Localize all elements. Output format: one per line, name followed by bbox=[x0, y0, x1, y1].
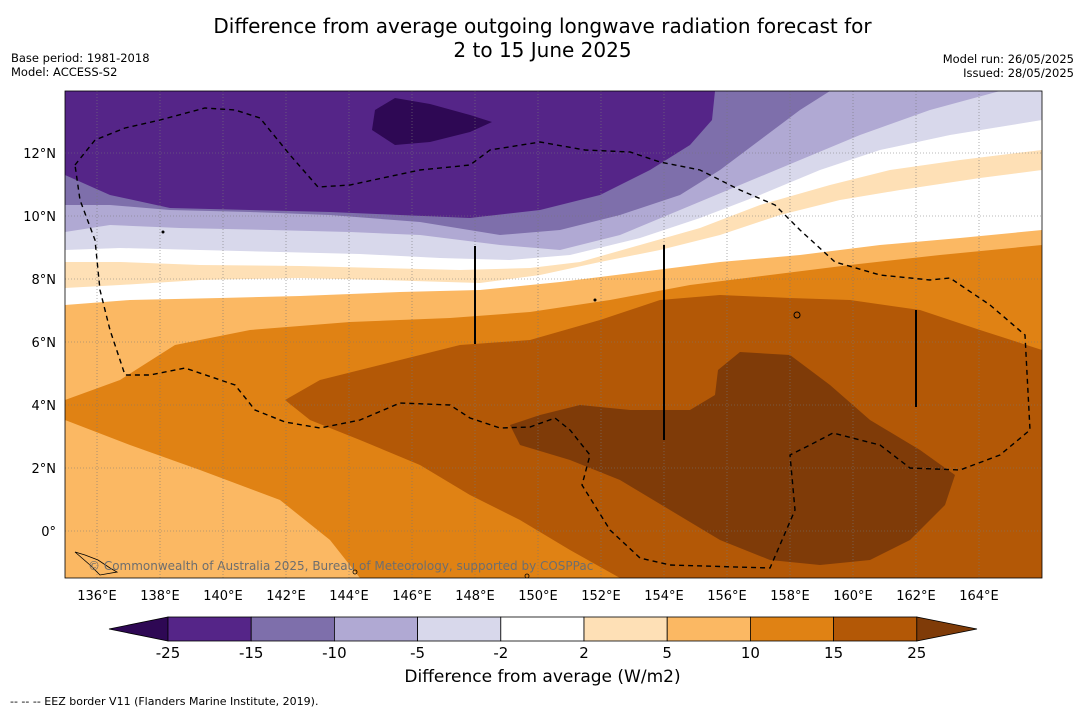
lon-tick-label: 154°E bbox=[644, 589, 684, 604]
colorbar-tick: -25 bbox=[156, 644, 181, 662]
colorbar-segment bbox=[666, 616, 751, 642]
longitude-labels: 136°E 138°E 140°E 142°E 144°E 146°E 148°E 150°E… bbox=[77, 589, 999, 604]
lon-tick-label: 146°E bbox=[392, 589, 432, 604]
colorbar-tick: 15 bbox=[824, 644, 843, 662]
coastline-dots bbox=[74, 230, 801, 578]
lon-tick-label: 144°E bbox=[329, 589, 369, 604]
colorbar-segment bbox=[167, 616, 252, 642]
lon-tick-label: 142°E bbox=[266, 589, 306, 604]
copyright-text: © Commonwealth of Australia 2025, Bureau… bbox=[88, 559, 593, 573]
lon-tick-label: 156°E bbox=[707, 589, 747, 604]
colorbar-tick: 10 bbox=[741, 644, 760, 662]
colorbar-segment bbox=[583, 616, 668, 642]
colorbar-tick: 2 bbox=[579, 644, 589, 662]
colorbar-segment bbox=[500, 616, 585, 642]
colorbar-segment bbox=[833, 616, 918, 642]
colorbar-tick: 5 bbox=[662, 644, 672, 662]
lon-tick-label: 136°E bbox=[77, 589, 117, 604]
lon-tick-label: 138°E bbox=[140, 589, 180, 604]
eez-borders bbox=[74, 107, 1031, 569]
lon-tick-label: 150°E bbox=[518, 589, 558, 604]
lon-tick-label: 148°E bbox=[455, 589, 495, 604]
grid-lines bbox=[65, 91, 1042, 578]
lon-tick-label: 152°E bbox=[581, 589, 621, 604]
colorbar-tick: -2 bbox=[493, 644, 508, 662]
island-markers bbox=[474, 245, 917, 440]
meta-right: Model run: 26/05/2025 Issued: 28/05/2025 bbox=[943, 52, 1074, 80]
eez-footnote: -- -- -- EEZ border V11 (Flanders Marine… bbox=[10, 695, 319, 708]
lat-tick-label: 10°N bbox=[23, 210, 56, 225]
lon-tick-label: 158°E bbox=[770, 589, 810, 604]
lon-tick-label: 140°E bbox=[203, 589, 243, 604]
colorbar-tick-labels: -25 -15 -10 -5 -2 2 5 10 15 25 bbox=[156, 644, 927, 662]
colorbar-tick: -15 bbox=[239, 644, 264, 662]
colorbar-segment bbox=[333, 616, 418, 642]
colorbar-segment bbox=[417, 616, 502, 642]
colorbar-low-extend bbox=[108, 616, 169, 642]
colorbar-segment bbox=[250, 616, 335, 642]
colorbar-title: Difference from average (W/m2) bbox=[404, 667, 681, 687]
latitude-labels: 12°N 10°N 8°N 6°N 4°N 2°N 0° bbox=[23, 147, 56, 540]
colorbar-high-extend bbox=[916, 616, 978, 642]
map-title: Difference from average outgoing longwav… bbox=[0, 14, 1085, 62]
colorbar-tick: -5 bbox=[410, 644, 425, 662]
lon-tick-label: 164°E bbox=[959, 589, 999, 604]
lat-tick-label: 6°N bbox=[32, 336, 57, 351]
colorbar-tick: -10 bbox=[322, 644, 347, 662]
title-line-1: Difference from average outgoing longwav… bbox=[213, 14, 872, 38]
issued-date: Issued: 28/05/2025 bbox=[963, 66, 1074, 80]
colorbar-tick: 25 bbox=[907, 644, 926, 662]
model-run: Model run: 26/05/2025 bbox=[942, 52, 1074, 66]
lon-tick-label: 160°E bbox=[833, 589, 873, 604]
lat-tick-label: 2°N bbox=[32, 462, 57, 477]
lat-tick-label: 12°N bbox=[23, 147, 56, 162]
colorbar-segment bbox=[750, 616, 835, 642]
anomaly-field bbox=[65, 91, 1042, 578]
lon-tick-label: 162°E bbox=[896, 589, 936, 604]
model-name: Model: ACCESS-S2 bbox=[11, 65, 118, 79]
lat-tick-label: 8°N bbox=[32, 273, 57, 288]
lat-tick-label: 0° bbox=[41, 525, 56, 540]
meta-left: Base period: 1981-2018 Model: ACCESS-S2 bbox=[11, 51, 150, 79]
lat-tick-label: 4°N bbox=[32, 399, 57, 414]
colorbar bbox=[108, 616, 978, 642]
title-line-2: 2 to 15 June 2025 bbox=[453, 38, 632, 62]
base-period: Base period: 1981-2018 bbox=[11, 51, 150, 65]
